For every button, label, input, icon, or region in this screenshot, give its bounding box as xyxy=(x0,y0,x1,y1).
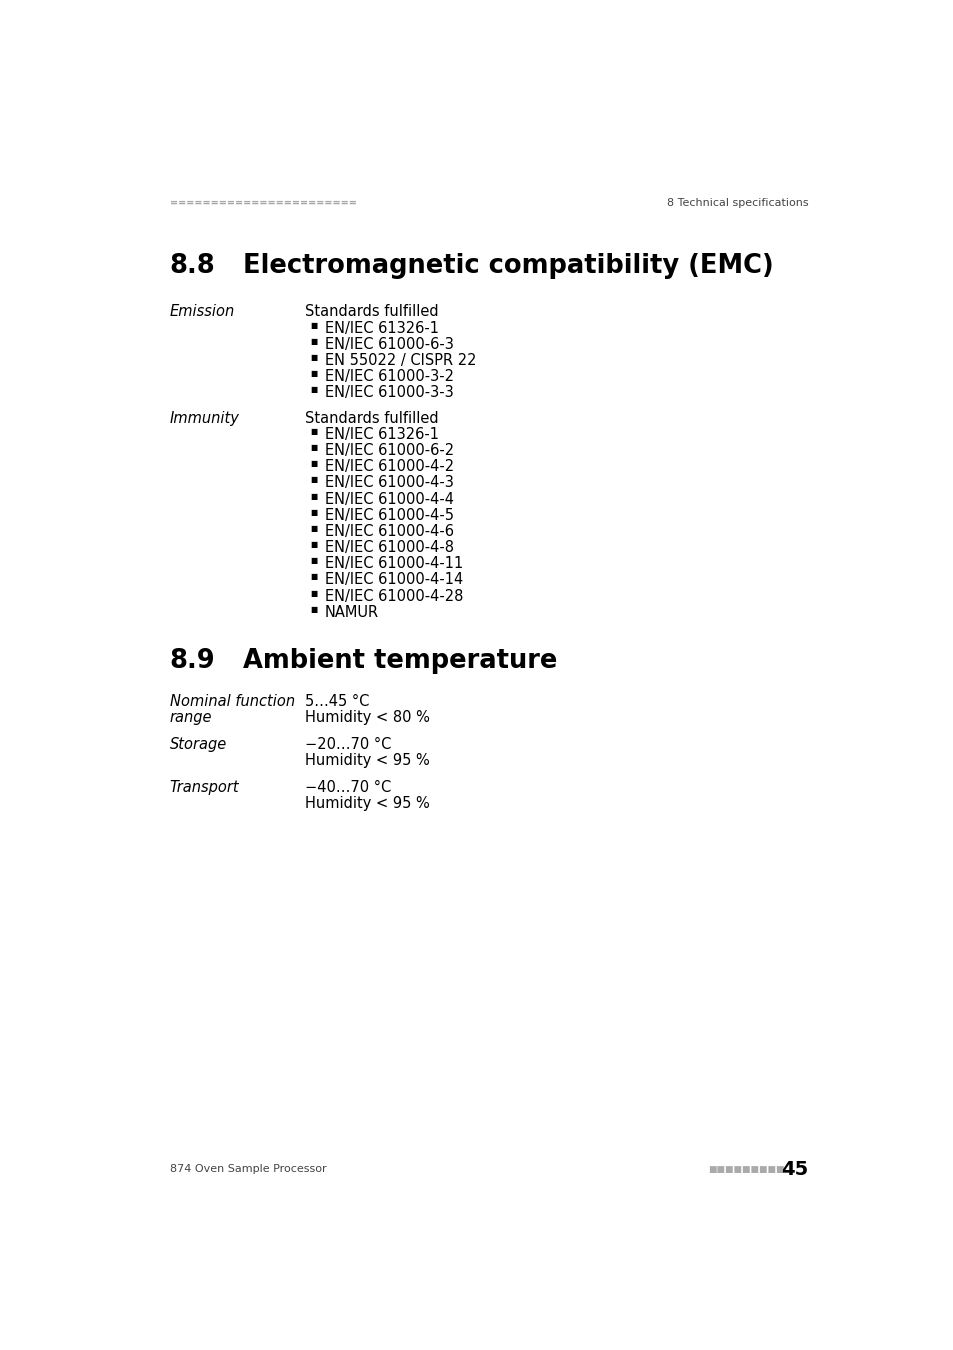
Text: ■: ■ xyxy=(311,475,317,485)
Text: Transport: Transport xyxy=(170,780,239,795)
Text: Immunity: Immunity xyxy=(170,410,239,425)
Text: ■: ■ xyxy=(311,524,317,533)
Text: EN/IEC 61000-4-4: EN/IEC 61000-4-4 xyxy=(324,491,453,506)
Text: ■: ■ xyxy=(311,369,317,378)
Text: ■■■■■■■■■: ■■■■■■■■■ xyxy=(708,1165,784,1173)
Text: ■: ■ xyxy=(311,556,317,566)
Text: EN/IEC 61000-4-28: EN/IEC 61000-4-28 xyxy=(324,589,462,603)
Text: EN/IEC 61000-3-2: EN/IEC 61000-3-2 xyxy=(324,369,453,385)
Text: ■: ■ xyxy=(311,491,317,501)
Text: EN 55022 / CISPR 22: EN 55022 / CISPR 22 xyxy=(324,352,476,369)
Text: EN/IEC 61000-6-2: EN/IEC 61000-6-2 xyxy=(324,443,454,458)
Text: EN/IEC 61326-1: EN/IEC 61326-1 xyxy=(324,427,438,441)
Text: −20…70 °C: −20…70 °C xyxy=(305,737,392,752)
Text: Standards fulfilled: Standards fulfilled xyxy=(305,410,438,425)
Text: ■: ■ xyxy=(311,427,317,436)
Text: Electromagnetic compatibility (EMC): Electromagnetic compatibility (EMC) xyxy=(243,252,773,279)
Text: ■: ■ xyxy=(311,352,317,362)
Text: Ambient temperature: Ambient temperature xyxy=(243,648,558,674)
Text: Standards fulfilled: Standards fulfilled xyxy=(305,305,438,320)
Text: EN/IEC 61000-4-14: EN/IEC 61000-4-14 xyxy=(324,572,462,587)
Text: EN/IEC 61000-4-6: EN/IEC 61000-4-6 xyxy=(324,524,453,539)
Text: ■: ■ xyxy=(311,443,317,452)
Text: EN/IEC 61000-4-8: EN/IEC 61000-4-8 xyxy=(324,540,453,555)
Text: EN/IEC 61326-1: EN/IEC 61326-1 xyxy=(324,320,438,336)
Text: ■: ■ xyxy=(311,605,317,614)
Text: 874 Oven Sample Processor: 874 Oven Sample Processor xyxy=(170,1164,326,1174)
Text: ■: ■ xyxy=(311,589,317,598)
Text: EN/IEC 61000-4-11: EN/IEC 61000-4-11 xyxy=(324,556,462,571)
Text: 5…45 °C: 5…45 °C xyxy=(305,694,369,709)
Text: range: range xyxy=(170,710,212,725)
Text: −40…70 °C: −40…70 °C xyxy=(305,780,391,795)
Text: ■: ■ xyxy=(311,540,317,549)
Text: =======================: ======================= xyxy=(170,198,356,208)
Text: EN/IEC 61000-4-5: EN/IEC 61000-4-5 xyxy=(324,508,453,522)
Text: ■: ■ xyxy=(311,336,317,346)
Text: Humidity < 95 %: Humidity < 95 % xyxy=(305,796,430,811)
Text: EN/IEC 61000-4-2: EN/IEC 61000-4-2 xyxy=(324,459,454,474)
Text: 8 Technical specifications: 8 Technical specifications xyxy=(666,198,807,208)
Text: ■: ■ xyxy=(311,320,317,329)
Text: Nominal function: Nominal function xyxy=(170,694,294,709)
Text: ■: ■ xyxy=(311,508,317,517)
Text: EN/IEC 61000-3-3: EN/IEC 61000-3-3 xyxy=(324,385,453,401)
Text: Humidity < 80 %: Humidity < 80 % xyxy=(305,710,430,725)
Text: 8.9: 8.9 xyxy=(170,648,215,674)
Text: EN/IEC 61000-4-3: EN/IEC 61000-4-3 xyxy=(324,475,453,490)
Text: Humidity < 95 %: Humidity < 95 % xyxy=(305,753,430,768)
Text: ■: ■ xyxy=(311,459,317,468)
Text: NAMUR: NAMUR xyxy=(324,605,378,620)
Text: ■: ■ xyxy=(311,385,317,394)
Text: 45: 45 xyxy=(781,1160,807,1179)
Text: 8.8: 8.8 xyxy=(170,252,215,279)
Text: ■: ■ xyxy=(311,572,317,582)
Text: Emission: Emission xyxy=(170,305,234,320)
Text: EN/IEC 61000-6-3: EN/IEC 61000-6-3 xyxy=(324,336,453,352)
Text: Storage: Storage xyxy=(170,737,227,752)
